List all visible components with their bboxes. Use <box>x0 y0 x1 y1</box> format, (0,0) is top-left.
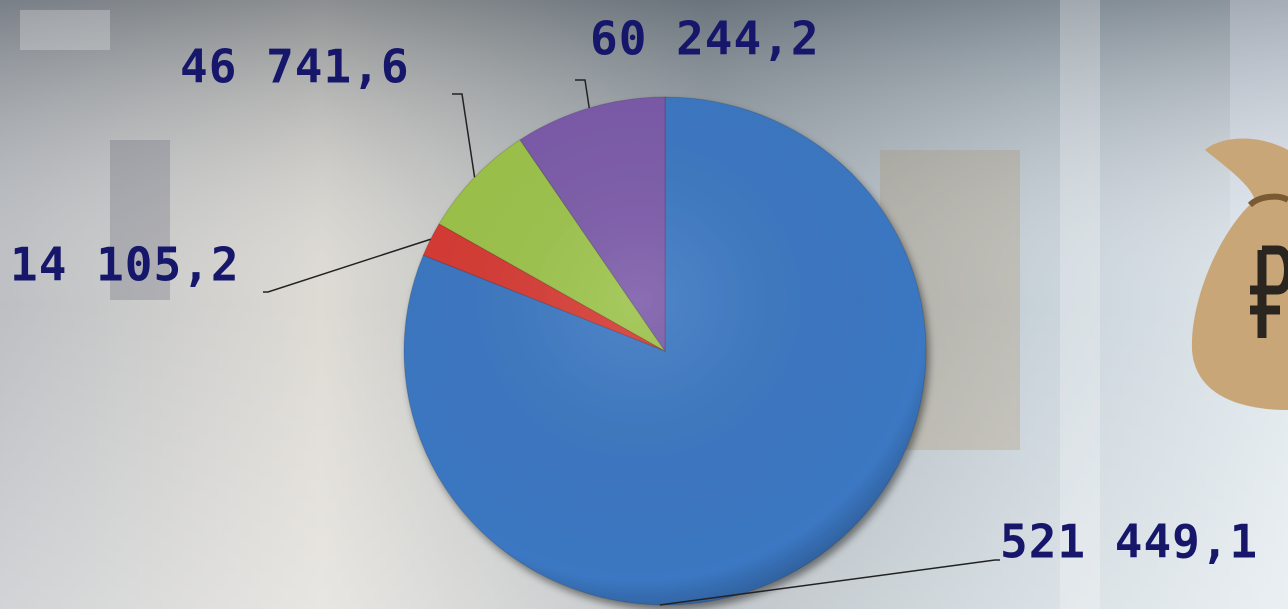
leader-line <box>575 79 590 109</box>
money-bag-icon <box>1191 138 1288 410</box>
leader-line <box>659 559 1000 606</box>
data-label: 14 105,2 <box>10 238 240 292</box>
leader-line <box>263 238 431 293</box>
leader-line <box>452 93 476 178</box>
pie <box>403 96 927 606</box>
data-label: 46 741,6 <box>180 40 410 94</box>
data-label: 521 449,1 <box>1000 515 1258 569</box>
data-label: 60 244,2 <box>590 12 820 66</box>
